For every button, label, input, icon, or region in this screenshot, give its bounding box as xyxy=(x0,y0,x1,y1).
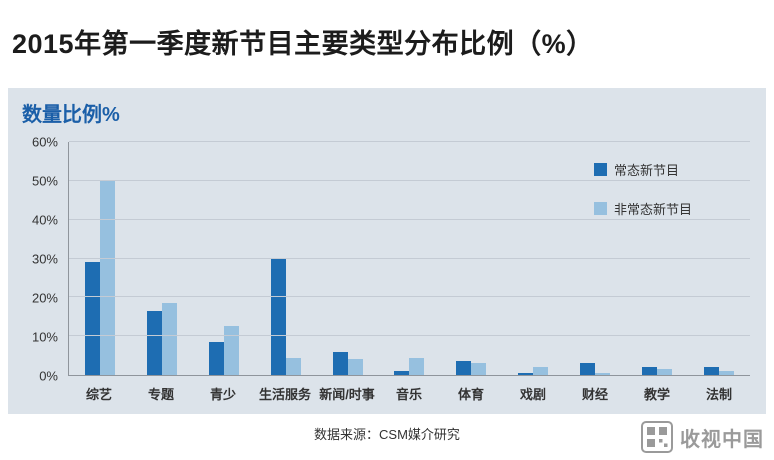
bar-group xyxy=(379,142,441,375)
bar xyxy=(518,373,534,375)
bar-group xyxy=(440,142,502,375)
bar xyxy=(533,367,549,375)
gridline xyxy=(69,179,750,181)
bar-group xyxy=(255,142,317,375)
bar xyxy=(456,361,472,375)
source-note: 数据来源：CSM媒介研究 xyxy=(314,427,460,442)
bar xyxy=(471,363,487,375)
bar-group xyxy=(626,142,688,375)
bar xyxy=(99,180,115,375)
legend-label: 常态新节目 xyxy=(613,163,679,178)
gridline xyxy=(69,335,750,337)
bar xyxy=(161,303,177,375)
bar xyxy=(657,369,673,375)
bar xyxy=(409,357,425,375)
gridline xyxy=(69,141,750,142)
bar xyxy=(84,262,100,375)
watermark-text: 收视中国 xyxy=(680,428,764,451)
bar-group xyxy=(317,142,379,375)
x-axis-label: 财经 xyxy=(581,386,608,402)
bar xyxy=(719,371,735,375)
bar-group xyxy=(131,142,193,375)
x-axis-label: 戏剧 xyxy=(519,386,546,402)
bar-groups xyxy=(69,142,750,375)
y-tick-label: 20% xyxy=(31,290,58,306)
x-axis-label: 体育 xyxy=(457,386,484,402)
gridline xyxy=(69,296,750,298)
bar xyxy=(595,373,611,375)
y-tick-label: 50% xyxy=(31,173,58,189)
bar xyxy=(580,363,596,375)
chart-area: 0% 10% 20% 30% 40% 50% 60% 常态新节目非常态新节目 综艺 专题 青少 生… xyxy=(20,135,750,406)
bar xyxy=(146,310,162,375)
chart-title: 数量比例% xyxy=(22,104,120,126)
bar xyxy=(223,326,239,375)
bar xyxy=(285,357,301,375)
gridline xyxy=(69,257,750,259)
legend-label: 非常态新节目 xyxy=(613,202,692,217)
x-axis-label: 生活服务 xyxy=(258,386,311,402)
legend-swatch xyxy=(593,202,607,215)
x-axis-label: 青少 xyxy=(209,386,236,402)
legend-item: 非常态新节目 xyxy=(593,199,692,218)
bar xyxy=(208,342,224,375)
y-axis-labels: 0% 10% 20% 30% 40% 50% 60% xyxy=(20,135,64,384)
y-tick-label: 40% xyxy=(31,212,58,228)
x-axis-labels: 综艺 专题 青少 生活服务 新闻/时事 音乐 体育 戏剧 财经 教学 法制 xyxy=(68,380,750,406)
bar xyxy=(347,359,363,375)
y-tick-label: 0% xyxy=(39,368,58,384)
x-axis-label: 新闻/时事 xyxy=(319,386,375,402)
bar xyxy=(394,371,410,375)
legend-swatch xyxy=(593,163,607,176)
x-axis-label: 法制 xyxy=(705,386,732,402)
watermark: 收视中国 xyxy=(640,420,764,454)
legend-item: 常态新节目 xyxy=(593,160,692,179)
y-tick-label: 60% xyxy=(31,134,58,150)
page-title: 2015年第一季度新节目主要类型分布比例（%） xyxy=(12,29,594,59)
x-axis-label: 综艺 xyxy=(85,386,112,402)
plot-area: 常态新节目非常态新节目 xyxy=(68,141,750,376)
gridline xyxy=(69,218,750,220)
y-tick-label: 10% xyxy=(31,329,58,345)
bar xyxy=(704,367,720,375)
bar-group xyxy=(688,142,750,375)
y-tick-label: 30% xyxy=(31,251,58,267)
watermark-logo-icon xyxy=(641,421,673,453)
bar xyxy=(332,351,348,375)
legend: 常态新节目非常态新节目 xyxy=(593,160,692,218)
bar-group xyxy=(193,142,255,375)
chart-panel: 数量比例% 0% 10% 20% 30% 40% 50% 60% 常态新节目非常态新节目 综… xyxy=(8,88,766,414)
bar-group xyxy=(564,142,626,375)
bar-group xyxy=(69,142,131,375)
x-axis-label: 专题 xyxy=(147,386,174,402)
x-axis-label: 教学 xyxy=(643,386,670,402)
bar xyxy=(642,367,658,375)
bar xyxy=(270,258,286,375)
x-axis-label: 音乐 xyxy=(395,386,422,402)
bar-group xyxy=(502,142,564,375)
